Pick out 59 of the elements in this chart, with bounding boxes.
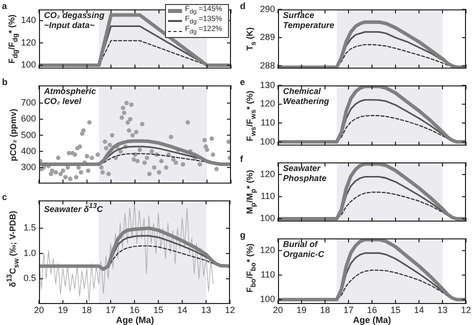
x-tick-label: 18 xyxy=(82,304,92,315)
x-tick-label: 13 xyxy=(437,304,448,315)
x-tick-label: 16 xyxy=(366,304,378,315)
y-tick-label: 1.5 xyxy=(23,222,36,233)
x-tick-label: 16 xyxy=(129,304,140,315)
text: f xyxy=(240,154,243,164)
text: c xyxy=(2,192,8,202)
y-tick-label: 120 xyxy=(260,245,275,256)
x-tick-label: 13 xyxy=(201,304,212,315)
text: Surface Temperature xyxy=(283,10,334,30)
x-tick-label: 20 xyxy=(34,304,44,315)
y-tick-label: 140 xyxy=(20,15,36,26)
y-tick-label: 120 xyxy=(260,169,275,180)
x-tick-label: 15 xyxy=(153,304,164,315)
text: Seawater Phosphate xyxy=(283,163,326,183)
y-tick-label: 700 xyxy=(20,98,36,108)
y-tick-label: 1.0 xyxy=(23,248,36,258)
x-tick-label: 19 xyxy=(296,304,307,315)
x-axis-title: Age (Ma) xyxy=(352,315,392,325)
y-tick-label: 289 xyxy=(260,32,275,42)
y-tick-label: 130 xyxy=(260,80,275,90)
x-tick-label: 14 xyxy=(414,304,424,315)
y-tick-label: 500 xyxy=(20,130,36,140)
y-tick-label: 110 xyxy=(260,270,275,280)
text: e xyxy=(240,77,246,87)
x-tick-label: 19 xyxy=(58,304,68,315)
chart-title: Seawater δ$^{13}$C xyxy=(44,201,103,214)
y-tick-label: 300 xyxy=(20,162,36,172)
x-tick-label: 12 xyxy=(224,304,235,315)
x-axis-title: Age (Ma) xyxy=(115,315,155,325)
text: a xyxy=(2,1,8,11)
x-tick-label: 12 xyxy=(460,304,472,315)
text: Burial of Organic-C xyxy=(283,239,324,259)
text: CO₂ degassing ~Input data~ xyxy=(44,10,104,30)
text: Atmospheric CO₂ level xyxy=(44,86,96,106)
x-tick-label: 20 xyxy=(272,304,284,315)
y-tick-label: 600 xyxy=(20,114,36,124)
y-tick-label: 110 xyxy=(260,191,275,202)
x-tick-label: 15 xyxy=(390,304,401,315)
text: d xyxy=(240,1,246,11)
y-tick-label: 290 xyxy=(260,4,275,14)
y-tick-label: 120 xyxy=(260,98,275,109)
y-tick-label: 110 xyxy=(260,118,275,128)
text: Chemical Weathering xyxy=(283,86,330,106)
y-tick-label: 100 xyxy=(260,213,275,224)
text: g xyxy=(240,230,246,240)
x-tick-label: 18 xyxy=(320,304,330,315)
x-tick-label: 17 xyxy=(343,304,354,315)
y-tick-label: 100 xyxy=(260,294,275,304)
y-axis-title: pCO₂ (ppmv) xyxy=(8,108,18,161)
y-tick-label: 100 xyxy=(20,60,36,70)
x-tick-label: 17 xyxy=(106,304,116,315)
y-tick-label: 400 xyxy=(20,146,36,156)
y-tick-label: 288 xyxy=(260,60,275,70)
y-tick-label: 100 xyxy=(260,136,275,146)
text: b xyxy=(2,77,8,87)
y-tick-label: 0.5 xyxy=(23,273,36,284)
x-tick-label: 14 xyxy=(177,304,188,315)
y-tick-label: 120 xyxy=(20,37,36,48)
